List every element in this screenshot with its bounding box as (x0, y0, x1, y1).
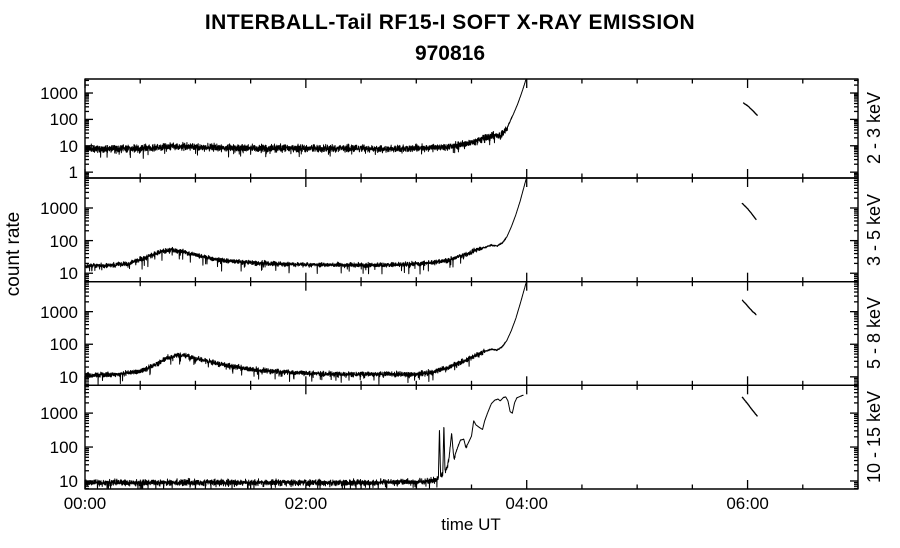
y-tick-label: 1 (68, 163, 78, 183)
y-tick-label: 10 (59, 367, 78, 387)
chart-subtitle: 970816 (414, 42, 486, 65)
y-tick-label: 10 (59, 471, 78, 491)
x-axis-title: time UT (441, 515, 501, 534)
y-tick-label: 100 (49, 231, 78, 251)
y-tick-label: 100 (49, 335, 78, 355)
y-tick-label: 10 (59, 136, 78, 156)
x-tick-label-0600: 06:00 (726, 494, 769, 513)
y-tick-label: 10 (59, 264, 78, 284)
x-tick-label-0000: 00:00 (63, 494, 107, 513)
panel-label-10-15-kev: 10 - 15 keV (864, 390, 884, 484)
y-tick-label: 1000 (40, 84, 78, 104)
chart-title: INTERBALL-Tail RF15-I SOFT X-RAY EMISSIO… (204, 11, 696, 34)
y-axis-title: count rate (3, 211, 24, 297)
y-tick-label: 1000 (40, 198, 78, 218)
y-tick-label: 100 (49, 438, 78, 458)
y-tick-label: 1000 (40, 404, 78, 424)
x-tick-label-0400: 04:00 (505, 494, 548, 513)
y-tick-label: 100 (49, 110, 78, 130)
x-tick-label-0200: 02:00 (284, 494, 328, 513)
y-tick-label: 1000 (40, 302, 78, 322)
